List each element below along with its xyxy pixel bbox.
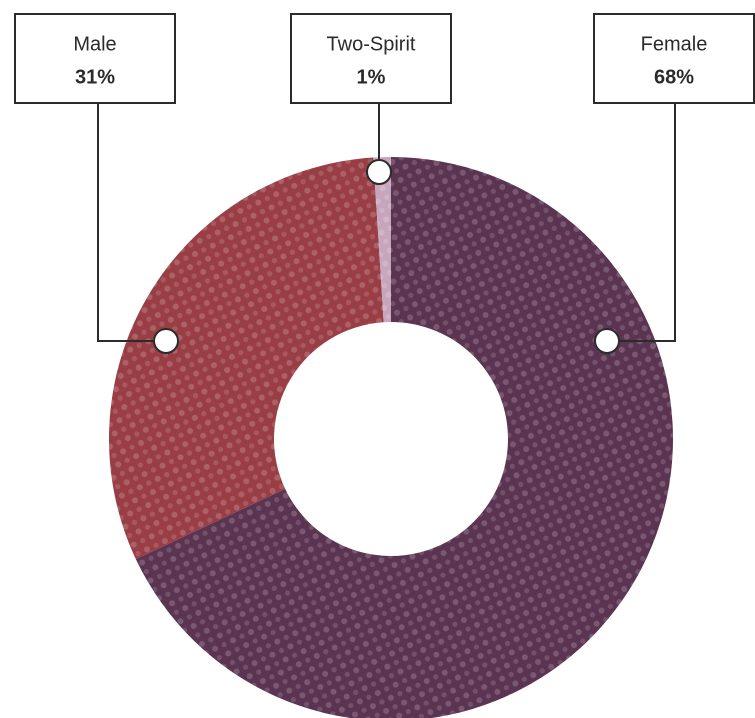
donut-slice [373,157,391,323]
donut [109,157,674,718]
label-name: Two-Spirit [327,33,416,55]
label-value: 68% [654,66,694,88]
label-name: Male [73,33,116,55]
label-value: 1% [357,66,386,88]
donut-slice [109,157,384,560]
callouts: Female 68% Male 31% Two-Spirit 1% [14,13,755,354]
leader-dot [594,328,620,354]
label-value: 31% [75,66,115,88]
leader-dot [153,328,179,354]
donut-slice [135,157,674,718]
label-box [290,13,452,104]
leader-line [97,103,166,342]
leader-line [607,103,676,342]
leader-dot [366,159,392,185]
label-box [14,13,176,104]
label-box [593,13,755,104]
label-name: Female [641,33,708,55]
